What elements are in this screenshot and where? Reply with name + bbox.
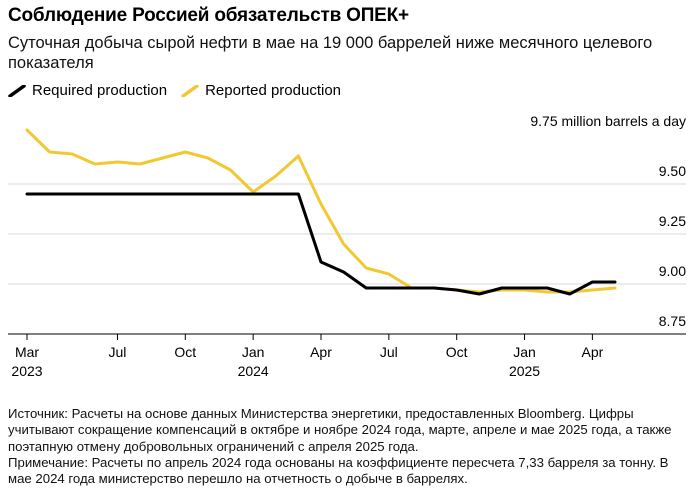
chart-title: Соблюдение Россией обязательств ОПЕК+ [8,5,409,26]
chart-plot: 9.75 million barrels a day 9.50 9.25 9.00 8.… [8,113,686,379]
x-tick-year-label: 2025 [509,363,540,379]
chart-subtitle: Суточная добыча сырой нефти в мае на 19 … [8,34,653,72]
x-tick-label: Apr [310,344,332,360]
legend-item-reported: Reported production [181,82,341,99]
x-tick-label: Jan [513,344,536,360]
source-note: Источник: Расчеты на основе данных Минис… [8,406,672,454]
legend-label-reported: Reported production [205,82,342,99]
series-line-required [25,192,617,296]
x-tick-label: Mar [15,344,39,360]
series-line-reported [25,128,617,294]
x-tick-label: Jan [242,344,265,360]
x-tick-label: Oct [174,344,196,360]
legend-swatch-required [8,84,26,97]
y-tick-label: 9.00 [659,263,686,279]
x-tick-label: Apr [581,344,603,360]
legend-swatch-reported [181,84,199,97]
x-tick-year-label: 2023 [11,363,42,379]
x-tick-label: Jul [380,344,398,360]
legend-label-required: Required production [32,82,168,99]
x-tick-label: Jul [109,344,127,360]
y-tick-label: 8.75 [659,313,686,329]
y-tick-label: 9.50 [659,163,686,179]
methodology-note: Примечание: Расчеты по апрель 2024 года … [8,454,669,487]
x-tick-year-label: 2024 [238,363,269,379]
legend: Required production Reported production [8,82,355,99]
x-tick-label: Oct [446,344,468,360]
chart-notes: Источник: Расчеты на основе данных Минис… [8,406,692,487]
y-unit-label: 9.75 million barrels a day [530,113,686,129]
legend-item-required: Required production [8,82,167,99]
y-tick-label: 9.25 [659,213,686,229]
